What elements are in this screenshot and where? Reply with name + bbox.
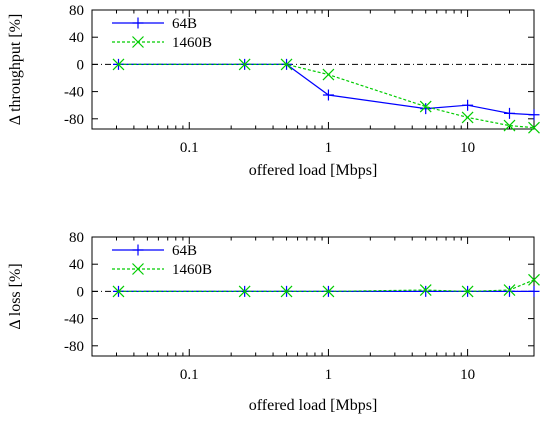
chart-throughput: 80 40 0 -40 -80 0.1 1 10 offered load [Mbps] Δ th… (7, 3, 540, 179)
y-tick-label: -40 (64, 312, 84, 328)
y-tick-label: 80 (69, 3, 84, 19)
x-tick-label: 1 (325, 140, 333, 156)
legend-label: 1460B (172, 35, 212, 51)
chart-loss: 80 40 0 -40 -80 0.1 1 10 offered load [Mbps] Δ lo… (7, 230, 540, 414)
plus-marker (132, 17, 144, 29)
cross-marker (132, 263, 144, 275)
x-tick-label: 0.1 (180, 140, 199, 156)
cross-marker (112, 285, 125, 298)
cross-marker (461, 285, 474, 298)
cross-marker (280, 285, 293, 298)
y-axis-label: Δ throughput [%] (7, 14, 24, 126)
cross-marker (280, 58, 293, 71)
cross-marker (503, 284, 516, 296)
y-tick-label: 0 (77, 57, 85, 73)
cross-marker (322, 68, 335, 81)
cross-marker (238, 58, 251, 71)
series-1460b (112, 273, 540, 298)
plus-marker (462, 99, 474, 111)
y-axis-label: Δ loss [%] (7, 263, 24, 329)
plus-marker (322, 89, 334, 101)
cross-marker (528, 273, 540, 286)
plus-marker (528, 109, 540, 121)
cross-marker (112, 58, 125, 71)
cross-marker (461, 111, 474, 124)
cross-marker (419, 284, 432, 296)
cross-marker (419, 100, 432, 113)
plus-marker (132, 244, 144, 256)
plus-marker (503, 285, 515, 297)
plus-marker (420, 285, 432, 297)
x-tick-label: 10 (460, 140, 475, 156)
y-tick-label: 40 (69, 30, 84, 46)
series-1460b (112, 58, 540, 134)
y-tick-label: -80 (64, 112, 84, 128)
y-tick-label: -40 (64, 85, 84, 101)
legend-label: 64B (172, 243, 197, 259)
legend-label: 1460B (172, 262, 212, 278)
x-axis-label: offered load [Mbps] (249, 397, 378, 414)
y-tick-label: 80 (69, 230, 84, 246)
x-tick-label: 10 (460, 367, 475, 383)
plot-frame (91, 9, 535, 130)
y-tick-label: 0 (77, 284, 85, 300)
plus-marker (420, 103, 432, 115)
cross-marker (322, 285, 335, 298)
legend-label: 64B (172, 16, 197, 32)
series-line (118, 63, 535, 129)
y-tick-label: -80 (64, 339, 84, 355)
y-tick-label: 40 (69, 257, 84, 273)
cross-marker (528, 121, 540, 134)
series-line (118, 63, 535, 116)
plus-marker (503, 107, 515, 119)
plus-marker (528, 285, 540, 297)
cross-marker (132, 36, 144, 48)
cross-marker (503, 119, 516, 132)
x-tick-label: 1 (325, 367, 333, 383)
x-tick-label: 0.1 (180, 367, 199, 383)
cross-marker (238, 285, 251, 298)
series-64b (112, 58, 540, 121)
x-axis-label: offered load [Mbps] (249, 162, 378, 179)
